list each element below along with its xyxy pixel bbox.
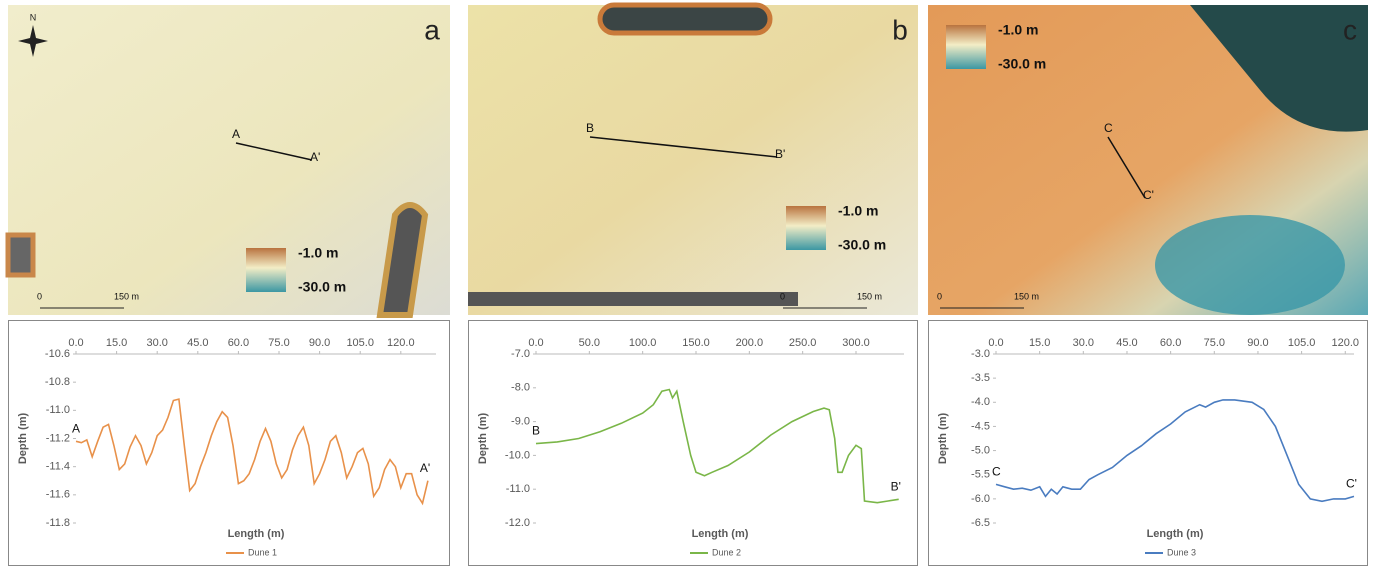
legend-bottom: -30.0 m (298, 279, 346, 295)
y-tick-label: -8.0 (511, 382, 530, 394)
x-tick-label: 150.0 (682, 337, 710, 349)
x-tick-label: 75.0 (268, 337, 289, 349)
y-tick-label: -5.5 (971, 469, 990, 481)
y-axis-title: Depth (m) (17, 413, 29, 465)
color-bar (786, 206, 826, 250)
x-tick-label: 0.0 (528, 337, 543, 349)
scale-end: 150 m (1014, 291, 1039, 301)
x-tick-label: 0.0 (68, 337, 83, 349)
y-tick-label: -9.0 (511, 416, 530, 428)
x-tick-label: 200.0 (736, 337, 764, 349)
y-tick-label: -10.0 (505, 449, 530, 461)
legend-bottom: -30.0 m (838, 237, 886, 253)
y-tick-label: -11.4 (46, 461, 70, 473)
scale-end: 150 m (857, 291, 882, 301)
annotation: B' (891, 480, 901, 494)
x-axis-title: Length (m) (692, 528, 749, 540)
x-tick-label: 90.0 (309, 337, 330, 349)
x-tick-label: 120.0 (387, 337, 415, 349)
jetty (468, 292, 798, 306)
x-tick-label: 90.0 (1247, 337, 1268, 349)
y-tick-label: -7.0 (511, 348, 530, 360)
x-tick-label: 45.0 (187, 337, 208, 349)
profile-start: C (1104, 121, 1113, 135)
x-axis-title: Length (m) (228, 528, 285, 540)
legend-label: Dune 2 (712, 547, 741, 557)
profile-start: B (586, 121, 594, 135)
y-tick-label: -3.5 (971, 372, 990, 384)
x-tick-label: 15.0 (106, 337, 127, 349)
legend-bottom: -30.0 m (998, 56, 1046, 72)
legend-top: -1.0 m (298, 245, 338, 261)
y-tick-label: -4.5 (971, 420, 990, 432)
map-image (468, 5, 918, 315)
basin (1155, 215, 1345, 315)
x-tick-label: 300.0 (842, 337, 870, 349)
scale-start: 0 (937, 291, 942, 301)
legend-label: Dune 3 (1167, 547, 1196, 557)
profile-end: B' (775, 147, 785, 161)
x-tick-label: 105.0 (346, 337, 374, 349)
x-tick-label: 60.0 (1160, 337, 1181, 349)
x-tick-label: 0.0 (988, 337, 1003, 349)
x-tick-label: 100.0 (629, 337, 657, 349)
map-label: c (1343, 14, 1357, 45)
profile-end: C' (1143, 188, 1154, 202)
y-tick-label: -5.0 (971, 444, 990, 456)
y-tick-label: -12.0 (505, 517, 530, 529)
scale-start: 0 (780, 291, 785, 301)
map-image (8, 5, 450, 315)
y-tick-label: -11.8 (46, 517, 70, 529)
x-tick-label: 45.0 (1116, 337, 1137, 349)
y-tick-label: -11.6 (46, 489, 70, 501)
y-tick-label: -3.0 (971, 348, 990, 360)
x-tick-label: 30.0 (1073, 337, 1094, 349)
x-tick-label: 75.0 (1204, 337, 1225, 349)
x-tick-label: 250.0 (789, 337, 817, 349)
y-tick-label: -11.0 (506, 483, 530, 495)
annotation: B (532, 424, 540, 438)
x-axis-title: Length (m) (1147, 528, 1204, 540)
x-tick-label: 30.0 (146, 337, 167, 349)
y-tick-label: -6.0 (971, 493, 990, 505)
y-axis-title: Depth (m) (937, 413, 949, 465)
legend-top: -1.0 m (998, 22, 1038, 38)
profile-start: A (232, 127, 240, 141)
scale-start: 0 (37, 291, 42, 301)
north-label: N (30, 12, 37, 22)
x-tick-label: 60.0 (228, 337, 249, 349)
map-label: a (424, 14, 440, 45)
map-label: b (892, 14, 908, 45)
y-axis-title: Depth (m) (477, 413, 489, 465)
jetty (600, 5, 770, 33)
y-tick-label: -10.6 (45, 348, 70, 360)
y-tick-label: -11.0 (46, 404, 70, 416)
figure: Na A A' -1.0 m -30.0 m 0 150 m b B B' -1.0 m -30.0 … (0, 0, 1375, 569)
x-tick-label: 105.0 (1288, 337, 1316, 349)
x-tick-label: 120.0 (1332, 337, 1360, 349)
y-tick-label: -6.5 (971, 517, 990, 529)
annotation: A' (420, 461, 430, 475)
scale-end: 150 m (114, 291, 139, 301)
maps (8, 5, 1368, 315)
jetty (8, 235, 33, 275)
color-bar (246, 248, 286, 292)
x-tick-label: 15.0 (1029, 337, 1050, 349)
annotation: C (992, 465, 1001, 479)
annotation: A (72, 421, 80, 435)
legend-top: -1.0 m (838, 203, 878, 219)
color-bar (946, 25, 986, 69)
y-tick-label: -4.0 (971, 396, 990, 408)
legend-label: Dune 1 (248, 547, 277, 557)
y-tick-label: -11.2 (46, 432, 70, 444)
x-tick-label: 50.0 (579, 337, 600, 349)
annotation: C' (1346, 477, 1357, 491)
y-tick-label: -10.8 (45, 376, 70, 388)
profile-end: A' (310, 150, 320, 164)
